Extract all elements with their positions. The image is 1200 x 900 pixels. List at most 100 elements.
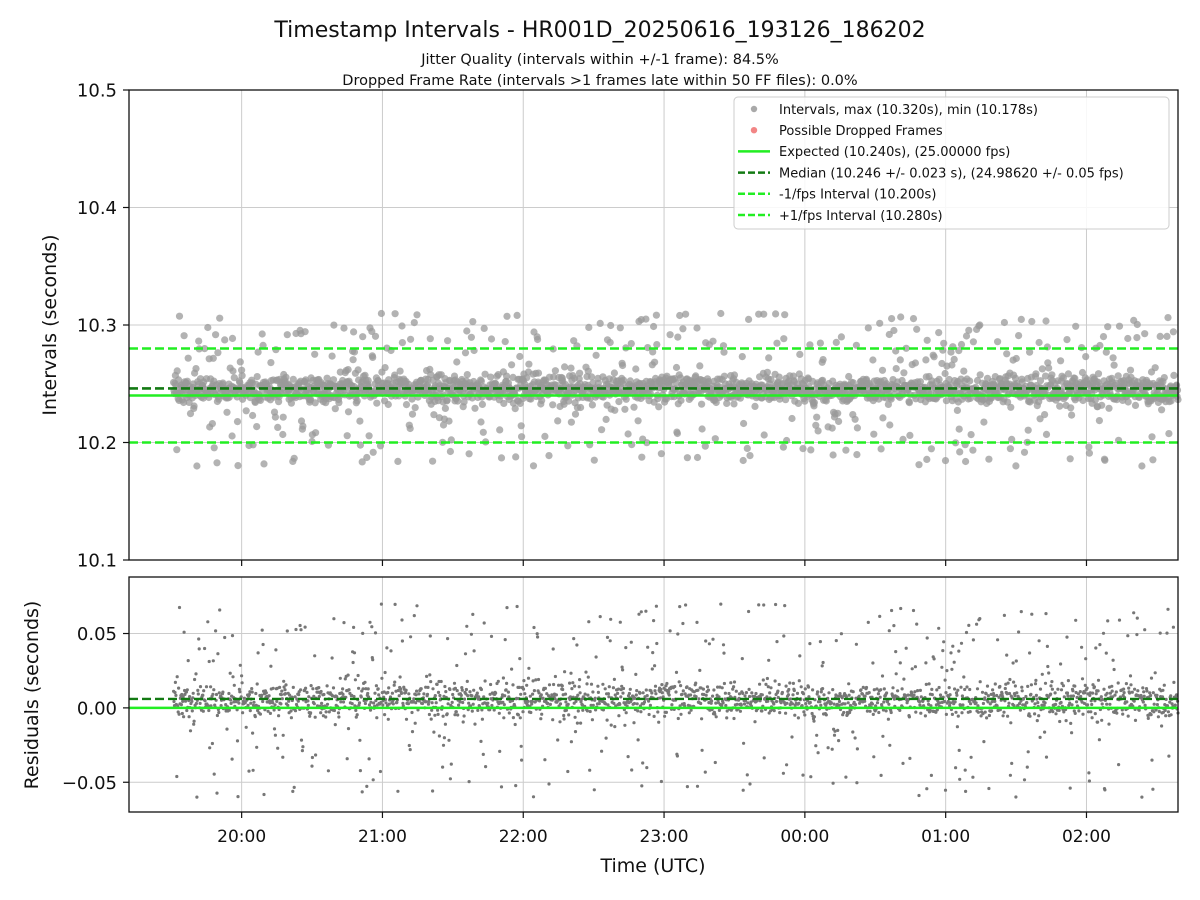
residual-point [1169,713,1173,717]
interval-point [900,369,908,377]
interval-point [739,456,747,465]
interval-point [1003,350,1011,358]
residual-point [943,678,947,682]
residual-point [981,701,986,706]
residuals-x-ticks: 20:00 21:00 22:00 23:00 00:00 01:00 02:00 [217,812,1111,847]
interval-point [279,413,287,421]
residual-point [814,744,818,748]
interval-point [922,356,930,364]
residual-point [472,688,476,692]
residual-point [1124,682,1128,686]
interval-point [1066,455,1074,463]
interval-point [1110,361,1118,369]
residual-point [432,730,436,734]
residual-point [992,694,996,698]
interval-point [906,431,914,439]
interval-point [398,322,406,330]
residual-point [262,792,266,797]
residual-point [667,689,671,694]
residual-point [635,702,639,706]
residual-point [796,716,801,720]
residual-point [1036,701,1040,705]
residual-point [225,727,229,731]
residual-point [1043,730,1047,734]
interval-point [216,314,224,322]
interval-point [1095,417,1103,425]
residual-point [356,673,360,678]
residual-point [560,684,564,688]
interval-point [588,401,597,409]
residual-point [254,691,258,696]
interval-point [463,327,471,335]
interval-point [479,428,487,436]
residual-point [963,768,967,772]
residual-point [1108,702,1112,706]
residual-point [192,722,196,726]
residual-point [297,693,301,697]
legend-label: Intervals, max (10.320s), min (10.178s) [779,103,1038,118]
interval-point [950,355,958,363]
interval-point [398,339,406,347]
residual-point [706,688,711,692]
interval-point [957,340,966,349]
residual-point [948,693,952,697]
residual-point [1125,700,1129,704]
interval-point [377,309,385,318]
residual-point [766,699,770,703]
interval-point [1170,371,1178,379]
residual-point [1019,699,1023,703]
residual-point [335,695,339,699]
residual-point [757,603,761,607]
residual-point [1168,700,1172,704]
residual-point [745,773,749,777]
interval-point [369,448,377,456]
interval-point [935,375,943,383]
residual-point [1096,678,1101,682]
residual-point [1105,691,1109,695]
residual-point [1172,680,1176,685]
residual-point [698,668,702,673]
residual-point [1155,693,1159,697]
interval-point [576,369,584,377]
residual-point [276,746,280,750]
interval-point [837,333,846,341]
residual-point [851,730,855,734]
residual-point [1110,689,1114,693]
residual-point [1139,696,1144,700]
residual-point [373,631,378,635]
residual-point [1060,681,1064,686]
residual-point [419,687,423,691]
residual-point [211,659,215,663]
residual-point [863,699,867,703]
residual-point [412,697,416,701]
interval-point [698,425,706,433]
intervals-y-axis-label: Intervals (seconds) [39,234,61,415]
residual-point [1149,676,1154,680]
residual-point [991,688,995,692]
residual-point [173,680,177,685]
residual-point [1049,684,1053,688]
residual-point [636,738,640,742]
residual-point [202,689,206,693]
residual-point [294,627,298,632]
residual-point [1073,684,1077,688]
interval-point [538,396,546,405]
residual-point [1106,619,1110,623]
residual-point [1054,712,1058,716]
residual-point [1027,712,1031,716]
residual-point [716,685,720,689]
residual-point [1126,634,1130,638]
residual-point [613,725,617,729]
residual-point [515,696,519,701]
residual-point [218,608,222,612]
residual-point [552,682,556,687]
residual-point [892,697,897,701]
interval-point [1104,323,1112,331]
interval-point [942,397,951,405]
residual-point [566,769,570,774]
residual-point [1104,651,1108,655]
residual-point [342,621,346,625]
interval-point [627,340,635,348]
residual-point [1149,713,1153,717]
residual-point [379,602,383,606]
